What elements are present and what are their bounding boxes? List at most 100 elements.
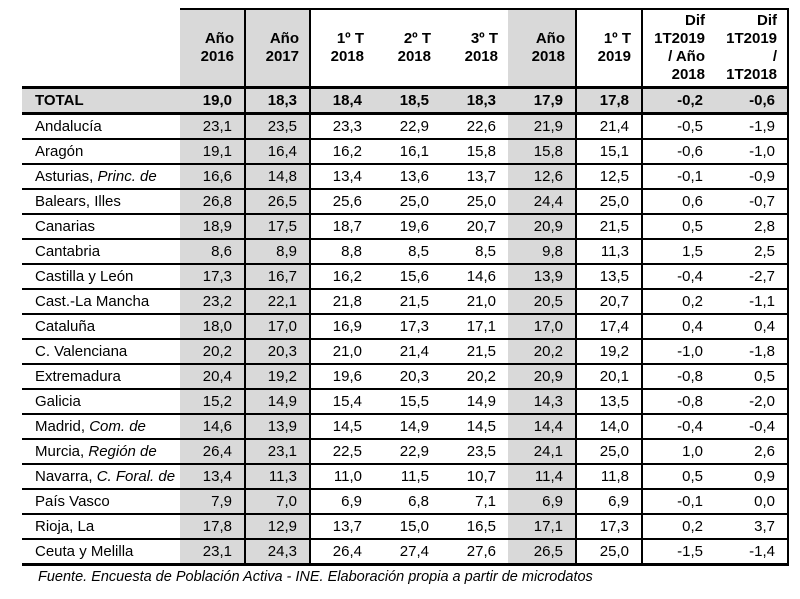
value-cell: 11,0 [310,464,374,490]
value-cell: 21,4 [374,339,441,365]
value-cell: -0,5 [642,113,715,140]
value-cell: 22,6 [441,113,508,140]
total-row: TOTAL 19,0 18,3 18,4 18,5 18,3 17,9 17,8 -0,2 -0,… [22,87,789,115]
value-cell: 16,9 [310,314,374,340]
value-cell: 22,9 [374,439,441,465]
value-cell: 20,3 [374,364,441,390]
value-cell: 14,5 [310,414,374,440]
value-cell: 0,4 [642,314,715,340]
value-cell: 14,0 [576,414,643,440]
value-cell: 25,0 [576,439,643,465]
value-cell: 17,8 [180,514,246,540]
value-cell: 8,5 [441,239,508,265]
region-cell: Ceuta y Melilla [22,539,180,566]
region-cell: País Vasco [22,489,180,515]
value-cell: 20,3 [245,339,311,365]
value-cell: 17,3 [374,314,441,340]
total-label-cell: TOTAL [22,87,180,115]
region-name-italic: C. Foral. de [92,468,176,485]
value-cell: 0,5 [642,214,715,240]
value-cell: -0,1 [642,489,715,515]
table-row: Murcia, Región de 26,4 23,1 22,5 22,9 23,5 24,… [22,439,789,465]
col-header-ano-2016: Año 2016 [180,8,246,89]
col-header-ano-2018: Año 2018 [508,8,577,89]
col-header-dif-ano-2018: Dif 1T2019 / Año 2018 [642,8,715,89]
region-cell: Galicia [22,389,180,415]
value-cell: 18,3 [245,87,311,115]
value-cell: -0,4 [642,264,715,290]
value-cell: 21,9 [508,113,577,140]
value-cell: -1,9 [715,113,789,140]
value-cell: 16,1 [374,139,441,165]
value-cell: 14,3 [508,389,577,415]
region-name-italic: Com. de [85,418,146,435]
table-row: Ceuta y Melilla 23,1 24,3 26,4 27,4 27,6 26,5 2… [22,539,789,566]
value-cell: 20,5 [508,289,577,315]
region-name-italic: Princ. de [93,168,157,185]
value-cell: 6,9 [310,489,374,515]
value-cell: 0,2 [642,514,715,540]
value-cell: 18,9 [180,214,246,240]
value-cell: 21,5 [374,289,441,315]
value-cell: 19,6 [310,364,374,390]
value-cell: 23,1 [180,113,246,140]
value-cell: 18,5 [374,87,441,115]
value-cell: 19,2 [576,339,643,365]
value-cell: -0,1 [642,164,715,190]
header-row: Año 2016 Año 2017 1º T 2018 2º T 2018 3º… [22,8,789,89]
value-cell: 6,8 [374,489,441,515]
value-cell: 22,5 [310,439,374,465]
value-cell: 16,2 [310,139,374,165]
table-header: Año 2016 Año 2017 1º T 2018 2º T 2018 3º… [22,8,789,89]
value-cell: 8,5 [374,239,441,265]
value-cell: 21,5 [441,339,508,365]
region-cell: Castilla y León [22,264,180,290]
value-cell: 13,4 [180,464,246,490]
table-row: Cast.-La Mancha 23,2 22,1 21,8 21,5 21,0 20,5 2… [22,289,789,315]
value-cell: 20,9 [508,364,577,390]
region-cell: Madrid, Com. de [22,414,180,440]
region-cell: Cast.-La Mancha [22,289,180,315]
value-cell: 17,8 [576,87,643,115]
value-cell: 27,4 [374,539,441,566]
col-header-1t-2019: 1º T 2019 [576,8,643,89]
value-cell: 25,6 [310,189,374,215]
value-cell: -0,9 [715,164,789,190]
value-cell: 17,1 [441,314,508,340]
value-cell: 8,8 [310,239,374,265]
value-cell: -2,0 [715,389,789,415]
table-row: Extremadura 20,4 19,2 19,6 20,3 20,2 20,9 20,1-… [22,364,789,390]
region-cell: Canarias [22,214,180,240]
value-cell: 14,4 [508,414,577,440]
value-cell: 23,2 [180,289,246,315]
value-cell: 17,3 [576,514,643,540]
value-cell: 10,7 [441,464,508,490]
value-cell: -0,6 [715,87,789,115]
region-cell: Cataluña [22,314,180,340]
value-cell: -1,1 [715,289,789,315]
value-cell: 14,6 [441,264,508,290]
value-cell: -1,8 [715,339,789,365]
table-row: Aragón 19,1 16,4 16,2 16,1 15,8 15,8 15,1 -0,6 -1… [22,139,789,165]
col-header-dif-1t-2018: Dif 1T2019 / 1T2018 [715,8,789,89]
value-cell: 14,9 [441,389,508,415]
value-cell: 2,5 [715,239,789,265]
value-cell: 1,0 [642,439,715,465]
table-row: Canarias 18,9 17,5 18,7 19,6 20,7 20,9 21,5 0,5 2… [22,214,789,240]
value-cell: 0,9 [715,464,789,490]
statistics-table: Año 2016 Año 2017 1º T 2018 2º T 2018 3º… [22,8,789,566]
value-cell: 20,2 [441,364,508,390]
value-cell: 11,3 [245,464,311,490]
value-cell: 22,9 [374,113,441,140]
col-header-region [22,9,180,89]
value-cell: 24,4 [508,189,577,215]
value-cell: 17,5 [245,214,311,240]
value-cell: 0,4 [715,314,789,340]
value-cell: 17,1 [508,514,577,540]
value-cell: 0,5 [642,464,715,490]
value-cell: 16,4 [245,139,311,165]
value-cell: 0,5 [715,364,789,390]
value-cell: 24,3 [245,539,311,566]
value-cell: 14,6 [180,414,246,440]
value-cell: 20,2 [180,339,246,365]
